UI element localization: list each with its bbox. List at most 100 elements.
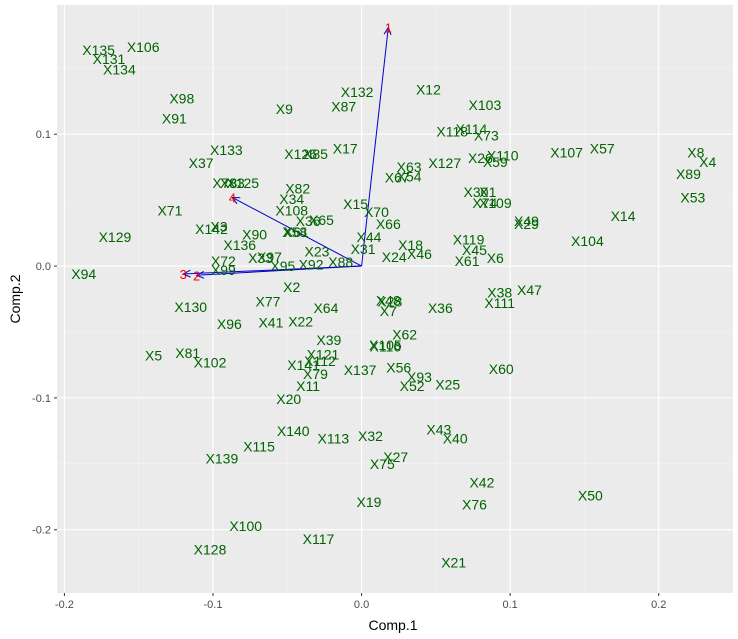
point-label: X44 <box>357 229 382 245</box>
point-label: X61 <box>284 224 309 240</box>
point-label: X131 <box>93 51 126 67</box>
arrow-label: 1 <box>385 20 392 35</box>
x-tick-label: -0.1 <box>204 599 223 611</box>
point-label: X41 <box>258 315 283 331</box>
y-tick-label: -0.1 <box>32 393 51 405</box>
point-label: X91 <box>162 110 187 126</box>
point-label: X134 <box>103 62 136 78</box>
point-label: X109 <box>479 195 512 211</box>
point-label: X133 <box>210 142 243 158</box>
point-label: X111 <box>484 295 515 311</box>
point-label: X116 <box>370 338 402 354</box>
loading-arrowhead <box>195 270 205 279</box>
loading-arrows <box>182 26 392 279</box>
point-label: X52 <box>400 378 425 394</box>
point-label: X43 <box>426 422 451 438</box>
point-label: X58 <box>282 224 307 240</box>
point-label: X9 <box>276 101 293 117</box>
loading-arrow <box>232 197 362 267</box>
y-tick-label: 0.1 <box>36 129 51 141</box>
point-label: X96 <box>217 316 242 332</box>
point-label: X45 <box>462 242 487 258</box>
point-label: X90 <box>242 226 267 242</box>
point-label: X132 <box>341 84 374 100</box>
point-label: X60 <box>489 361 514 377</box>
point-label: X64 <box>313 300 338 316</box>
point-label: X40 <box>443 431 468 447</box>
point-label: X97 <box>257 249 282 265</box>
loading-arrowhead <box>182 269 191 278</box>
point-label: X7 <box>380 303 397 319</box>
point-label: X29 <box>514 216 539 232</box>
point-label: X38 <box>487 284 512 300</box>
point-label: X30 <box>464 184 489 200</box>
point-label: X137 <box>344 362 377 378</box>
x-tick-label: -0.2 <box>55 599 74 611</box>
x-tick-label: 0.2 <box>651 599 666 611</box>
point-label: X50 <box>578 487 603 503</box>
point-label: X106 <box>127 39 160 55</box>
point-label: X20 <box>276 391 301 407</box>
point-label: X75 <box>370 456 395 472</box>
point-label: X130 <box>174 299 207 315</box>
x-tick-label: 0.1 <box>502 599 517 611</box>
y-axis-title: Comp.2 <box>7 274 23 323</box>
point-label: X82 <box>285 180 310 196</box>
point-label: X37 <box>189 155 214 171</box>
point-label: X110 <box>487 147 519 163</box>
point-label: X118 <box>436 124 468 140</box>
point-label: X78 <box>212 175 237 191</box>
point-label: X139 <box>206 451 239 467</box>
point-label: X21 <box>441 555 466 571</box>
point-label: X28 <box>377 294 402 310</box>
point-label: X77 <box>256 294 281 310</box>
loading-arrowhead <box>231 196 241 205</box>
point-label: X93 <box>407 369 432 385</box>
point-label: X33 <box>248 250 273 266</box>
x-axis-title: Comp.1 <box>368 617 417 633</box>
point-label: X24 <box>382 249 407 265</box>
point-label: X26 <box>468 150 493 166</box>
point-label: X92 <box>299 257 324 273</box>
point-label: X23 <box>305 244 330 260</box>
point-label: X141 <box>287 357 320 373</box>
point-label: X63 <box>397 159 422 175</box>
point-label: X54 <box>397 168 422 184</box>
point-label: X27 <box>383 449 408 465</box>
point-label: X59 <box>483 154 508 170</box>
point-label: X112 <box>304 353 336 369</box>
point-label: X95 <box>270 258 295 274</box>
point-label: X87 <box>331 99 356 115</box>
y-tick-label: -0.2 <box>32 525 51 537</box>
point-label: X94 <box>71 266 96 282</box>
point-label: X114 <box>456 121 488 137</box>
point-label: X14 <box>611 208 636 224</box>
point-label: X117 <box>303 531 335 547</box>
loading-arrow <box>361 27 389 267</box>
point-label: X49 <box>514 213 539 229</box>
point-label: X136 <box>223 237 256 253</box>
major-gridlines <box>57 5 733 593</box>
point-label: X107 <box>550 145 583 161</box>
point-label: X34 <box>279 191 304 207</box>
point-label: X72 <box>211 253 236 269</box>
loading-arrow-labels: 1 4 3 2 <box>180 20 392 283</box>
point-label: X36 <box>296 213 321 229</box>
point-label: X128 <box>194 541 227 557</box>
point-label: X5 <box>145 348 162 364</box>
arrow-label: 4 <box>229 190 236 205</box>
point-label: X103 <box>469 97 502 113</box>
point-label: X74 <box>472 195 497 211</box>
point-label: X65 <box>309 212 334 228</box>
point-label: X3 <box>210 218 227 234</box>
point-label: X12 <box>416 81 441 97</box>
point-label: X15 <box>343 196 368 212</box>
point-label: X25 <box>435 377 460 393</box>
point-label: X66 <box>376 216 401 232</box>
minor-gridlines <box>57 5 733 593</box>
point-label: X42 <box>469 474 494 490</box>
point-label: X89 <box>676 166 701 182</box>
point-label: X53 <box>680 189 705 205</box>
point-label: X19 <box>357 494 382 510</box>
